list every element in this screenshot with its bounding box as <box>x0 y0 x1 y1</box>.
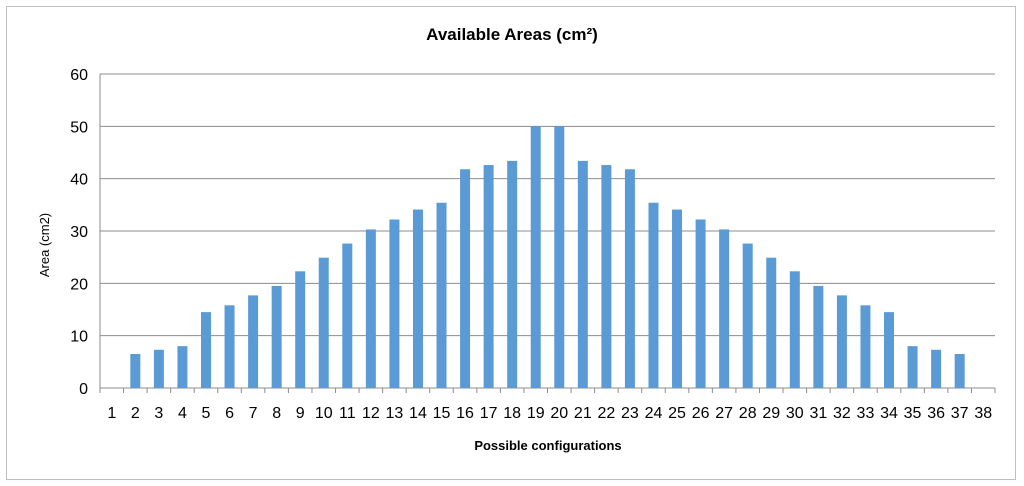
x-tick-label: 8 <box>272 405 281 422</box>
x-tick-label: 20 <box>550 405 568 422</box>
y-tick-label: 40 <box>70 172 88 189</box>
y-tick-label: 50 <box>70 119 88 136</box>
bar-5 <box>200 312 211 388</box>
x-tick-label: 4 <box>178 405 187 422</box>
y-tick-label: 60 <box>70 67 88 84</box>
x-tick-label: 3 <box>154 405 163 422</box>
bar-30 <box>789 271 800 388</box>
bar-7 <box>248 295 259 388</box>
bar-21 <box>577 160 588 388</box>
x-tick-label: 1 <box>107 405 116 422</box>
bar-12 <box>365 229 376 388</box>
bar-32 <box>836 295 847 388</box>
bar-11 <box>342 243 353 388</box>
bar-8 <box>271 285 282 388</box>
y-tick-label: 0 <box>79 381 88 398</box>
bar-16 <box>460 169 471 388</box>
bar-20 <box>554 126 565 388</box>
x-tick-label: 33 <box>857 405 875 422</box>
x-tick-label: 22 <box>597 405 615 422</box>
bar-29 <box>766 257 777 388</box>
bar-25 <box>672 209 683 388</box>
x-tick-label: 32 <box>833 405 851 422</box>
x-tick-label: 13 <box>386 405 404 422</box>
bar-13 <box>389 219 400 388</box>
bar-36 <box>931 349 942 388</box>
x-tick-label: 31 <box>809 405 827 422</box>
x-tick-label: 28 <box>739 405 757 422</box>
y-tick-labels: 0 10 20 30 40 50 60 <box>70 67 88 398</box>
x-tick-label: 7 <box>249 405 258 422</box>
x-tick-label: 5 <box>202 405 211 422</box>
x-tick-label: 35 <box>904 405 922 422</box>
bars <box>130 126 965 388</box>
x-tick-label: 19 <box>527 405 545 422</box>
bar-34 <box>884 312 895 388</box>
bar-10 <box>318 257 329 388</box>
bar-24 <box>648 202 659 388</box>
bar-17 <box>483 165 494 388</box>
x-tick-label: 36 <box>927 405 945 422</box>
x-tick-label: 26 <box>692 405 710 422</box>
x-tick-label: 12 <box>362 405 380 422</box>
bar-18 <box>507 160 518 388</box>
bar-9 <box>295 271 306 388</box>
x-tick-label: 30 <box>786 405 804 422</box>
bar-15 <box>436 202 447 388</box>
bar-6 <box>224 305 235 388</box>
bar-28 <box>742 243 753 388</box>
x-tick-label: 9 <box>296 405 305 422</box>
x-tick-label: 17 <box>480 405 498 422</box>
x-tick-label: 15 <box>433 405 451 422</box>
bar-22 <box>601 165 612 388</box>
bar-3 <box>153 349 164 388</box>
bar-33 <box>860 305 871 388</box>
x-tick-label: 18 <box>503 405 521 422</box>
x-tick-label: 38 <box>974 405 992 422</box>
bar-31 <box>813 285 824 388</box>
x-tick-label: 24 <box>645 405 663 422</box>
x-tick-label: 21 <box>574 405 592 422</box>
y-tick-label: 10 <box>70 329 88 346</box>
y-tick-label: 30 <box>70 224 88 241</box>
chart-title: Available Areas (cm²) <box>426 25 598 44</box>
y-tick-label: 20 <box>70 276 88 293</box>
x-tick-label: 37 <box>951 405 969 422</box>
bar-26 <box>695 219 706 388</box>
y-axis-label: Area (cm2) <box>37 213 52 277</box>
x-tick-label: 6 <box>225 405 234 422</box>
bar-4 <box>177 346 188 388</box>
x-tick-label: 25 <box>668 405 686 422</box>
bar-23 <box>624 169 635 388</box>
bar-19 <box>530 126 541 388</box>
x-tick-label: 11 <box>339 405 356 422</box>
x-tick-label: 29 <box>762 405 780 422</box>
bar-35 <box>907 346 918 388</box>
bar-27 <box>719 229 730 388</box>
x-tick-labels: 1 2 3 4 5 6 7 8 9 10 11 12 13 14 15 16 17 18 19 20 21 22 23 24 2… <box>107 405 992 422</box>
bar-14 <box>412 209 423 388</box>
x-tick-label: 23 <box>621 405 639 422</box>
x-tick-label: 34 <box>880 405 898 422</box>
x-tick-label: 14 <box>409 405 427 422</box>
bar-2 <box>130 353 141 388</box>
x-tick-label: 2 <box>131 405 140 422</box>
x-axis-label: Possible configurations <box>474 438 621 453</box>
bar-37 <box>954 353 965 388</box>
x-tick-label: 16 <box>456 405 474 422</box>
x-tick-label: 10 <box>315 405 333 422</box>
x-tick-label: 27 <box>715 405 733 422</box>
